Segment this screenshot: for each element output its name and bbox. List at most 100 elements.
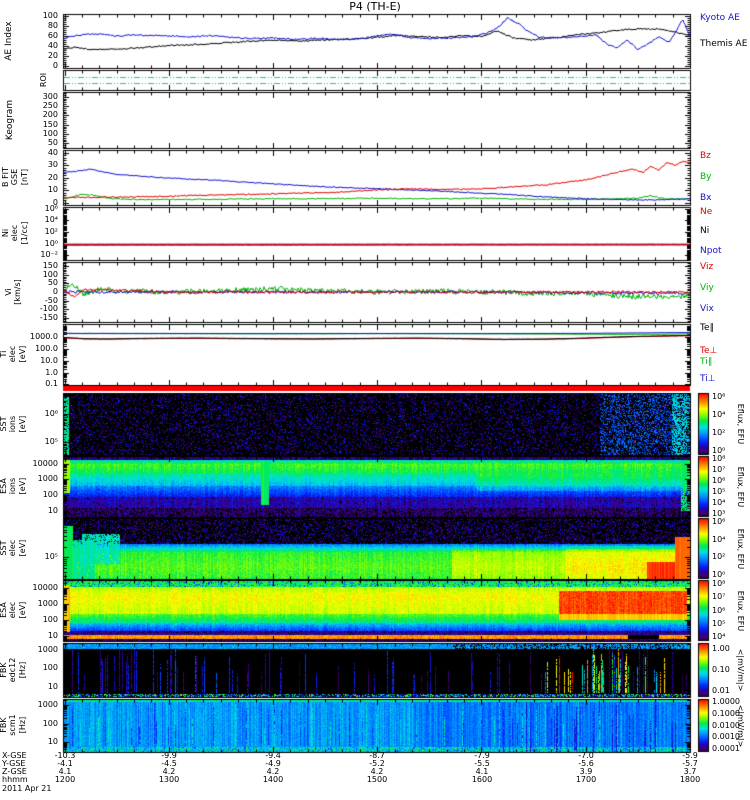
vi-ytick: -100 [39,303,58,313]
bfit-ytick: 20 [47,172,58,182]
axis-value: 4.2 [162,767,176,776]
axis-value: -7.0 [578,751,594,760]
series-label-ne: Ne [700,207,713,217]
sst_elec-colorbar-tick: 10⁰ [712,570,726,579]
sst_ions-ytick: 10⁶ [44,408,58,418]
date-label: 2011 Apr 21 [2,784,52,793]
series-label-ti: Ti⊥ [700,374,716,384]
fbk_edc12-ytick: 10 [47,681,58,691]
ti-ytick: 10.0 [40,355,58,365]
sst_elec-ytick: 10⁵ [44,551,58,561]
vi-ytick: 0 [52,286,58,296]
sst_ions-colorbar-tick: 10⁶ [712,392,726,401]
axis-value: -5.2 [369,759,385,768]
bfit-ytick: 30 [47,159,58,169]
axis-value: -4.1 [57,759,73,768]
vi-ytick: 150 [42,260,58,270]
keo-ytick: 200 [42,109,58,119]
esa_elec-ytick: 100 [42,614,58,624]
keo-ytick: 100 [42,128,58,138]
fbk_scm1-colorbar-tick: 0.0010 [712,732,740,741]
keo-ytick: 300 [42,91,58,101]
keo-ytick: 150 [42,119,58,129]
axis-value: 1300 [158,775,180,784]
esa_ions-colorbar-tick: 10⁸ [712,454,726,463]
esa_ions-ytick: 10000 [32,458,58,468]
esa_ions-ytick: 1000 [37,473,58,483]
esa_elec-colorbar-tick: 10⁸ [712,579,726,588]
axis-value: 1600 [471,775,493,784]
plot-title: P4 (TH-E) [349,0,401,13]
keo-ytick: 250 [42,100,58,110]
esa_elec-ytick: 10 [47,630,58,640]
series-label-bx: Bx [700,193,712,203]
series-label-npot: Npot [700,246,722,256]
sst_ions-colorbar-tick: 10⁴ [712,410,726,419]
axis-value: 3.9 [579,767,593,776]
esa_ions-colorbar-tick: 10⁴ [712,498,726,507]
axis-value: 4.2 [266,767,280,776]
axis-row-label: Z-GSE [2,767,27,776]
vi-ytick: 50 [47,277,58,287]
axis-value: -4.9 [265,759,281,768]
axis-value: -5.5 [474,759,490,768]
fbk_edc12-colorbar-tick: 0.01 [712,686,730,695]
esa_ions-ytick: 10 [47,505,58,515]
ni-ytick: 10⁰ [44,238,58,248]
axis-row-label: Y-GSE [2,759,26,768]
fbk_scm1-colorbar-tick: 0.0001 [712,744,740,753]
series-label-bz: Bz [700,151,711,161]
axis-value: 1800 [679,775,701,784]
axis-row-label: hhmm [2,775,28,784]
ae-ytick: 20 [47,50,58,60]
series-label-te: Te∥ [700,323,715,333]
axis-value: -8.7 [369,751,385,760]
ni-ytick: 10⁴ [44,214,58,224]
vi-ytick: -50 [44,295,58,305]
sst_ions-colorbar-tick: 10⁰ [712,446,726,455]
sst_elec-colorbar-tick: 10² [712,552,726,561]
esa_elec-colorbar-tick: 10⁴ [712,632,726,641]
esa_ions-colorbar-tick: 10⁵ [712,487,726,496]
ti-ytick: 0.1 [45,378,58,388]
esa_elec-colorbar-tick: 10⁶ [712,606,726,615]
esa_ions-ytick: 100 [42,489,58,499]
esa_ions-colorbar-tick: 10⁷ [712,465,726,474]
series-label-kyotoae: Kyoto AE [700,13,740,23]
axis-value: -5.7 [682,759,698,768]
bfit-ytick: 40 [47,147,58,157]
vi-ytick: 100 [42,269,58,279]
series-label-themisae: Themis AE [700,39,748,49]
axis-value: 4.1 [475,767,489,776]
ti-ytick: 1.0 [45,367,58,377]
ti-ytick: 100.0 [35,343,58,353]
fbk_scm1-colorbar-tick: 0.1000 [712,709,740,718]
axis-value: 1200 [54,775,76,784]
axis-value: 3.7 [683,767,697,776]
ni-ytick: 10⁶ [44,203,58,213]
ae-ytick: 0 [52,60,58,70]
series-label-viz: Viz [700,262,714,272]
sst_elec-colorbar-tick: 10⁶ [712,517,726,526]
sst_ions-ytick: 10⁵ [44,436,58,446]
series-label-viy: Viy [700,283,714,293]
sst_elec-colorbar-tick: 10⁴ [712,535,726,544]
esa_elec-colorbar-tick: 10⁵ [712,619,726,628]
fbk_scm1-ytick: 1000 [37,699,58,709]
series-label-ti: Ti∥ [700,357,713,367]
axis-value: -5.6 [578,759,594,768]
fbk_scm1-colorbar-tick: 0.0100 [712,721,740,730]
esa_elec-ytick: 1000 [37,598,58,608]
series-label-by: By [700,172,712,182]
esa_elec-colorbar-tick: 10⁷ [712,592,726,601]
axis-value: 1400 [262,775,284,784]
axis-row-label: X-GSE [2,751,27,760]
axis-value: 1500 [366,775,388,784]
fbk_scm1-ytick: 10 [47,736,58,746]
bfit-ytick: 0 [52,197,58,207]
esa_elec-ytick: 10000 [32,582,58,592]
series-label-vix: Vix [700,304,714,314]
axis-value: 4.2 [370,767,384,776]
